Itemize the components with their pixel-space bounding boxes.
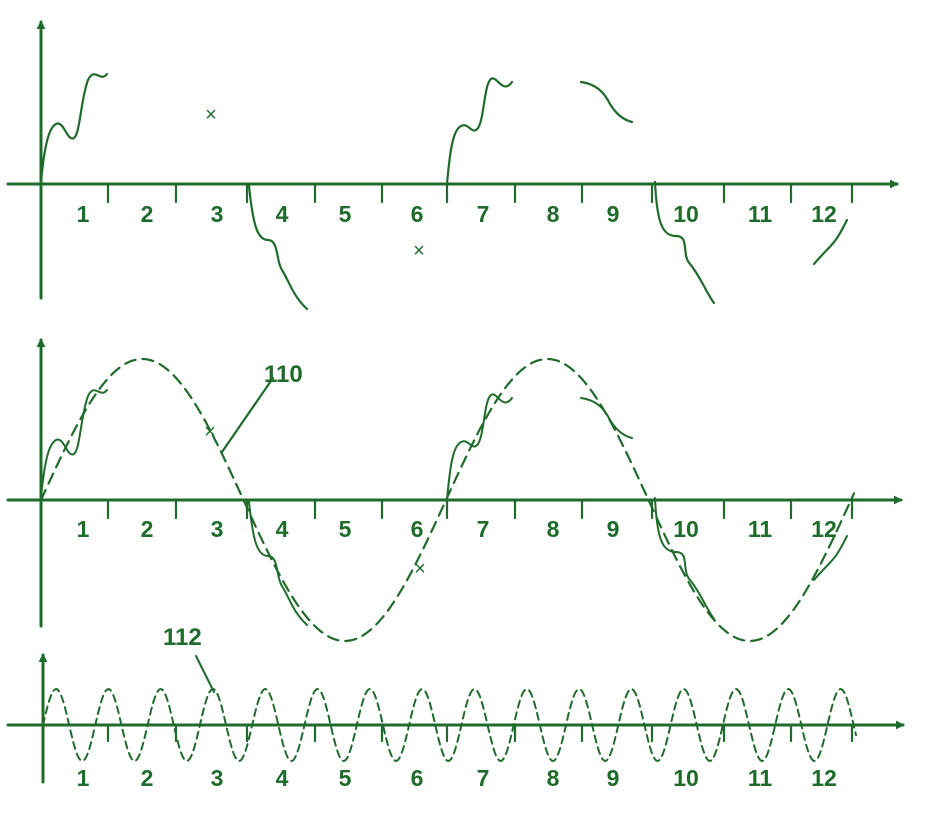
middle-interval-labels: 1 2 3 4 5 6 7 8 9 10 11 12: [77, 516, 837, 542]
reference-label-110: 110: [264, 361, 303, 388]
interval-label-5: 5: [339, 765, 352, 791]
top-signal-segment-7: [445, 77, 514, 186]
middle-signal-segment-7: [446, 393, 513, 501]
interval-label-12: 12: [811, 201, 837, 227]
interval-label-3: 3: [211, 765, 224, 791]
interval-label-6: 6: [411, 201, 424, 227]
interval-label-4: 4: [276, 516, 289, 542]
middle-sample-marker-6: ×: [414, 558, 426, 580]
reference-label-112: 112: [163, 624, 202, 651]
interval-label-2: 2: [141, 516, 154, 542]
interval-label-1: 1: [77, 765, 90, 791]
top-signal-segment-10: [653, 180, 716, 305]
bottom-panel: 1 2 3 4 5 6 7 8 9 10 11 12 112: [6, 624, 905, 791]
interval-label-6: 6: [411, 516, 424, 542]
top-signal-segment-9: [579, 80, 634, 124]
middle-signal-segment-12: [813, 535, 848, 581]
bottom-interval-labels: 1 2 3 4 5 6 7 8 9 10 11 12: [77, 765, 837, 791]
interval-label-1: 1: [77, 516, 90, 542]
top-signal-segment-1: [39, 72, 109, 184]
middle-signal-segment-9: [580, 397, 633, 439]
interval-label-9: 9: [607, 765, 620, 791]
interval-label-8: 8: [547, 765, 560, 791]
interval-label-2: 2: [141, 765, 154, 791]
interval-label-8: 8: [547, 201, 560, 227]
interval-label-5: 5: [339, 201, 352, 227]
middle-signal-segment-1: [40, 389, 108, 499]
interval-label-2: 2: [141, 201, 154, 227]
reference-leader-110: [220, 376, 275, 454]
interval-label-7: 7: [477, 201, 490, 227]
interval-label-10: 10: [673, 516, 699, 542]
top-interval-labels: 1 2 3 4 5 6 7 8 9 10 11 12: [77, 201, 837, 227]
interval-label-7: 7: [477, 516, 490, 542]
interval-label-11: 11: [748, 765, 773, 791]
interval-label-7: 7: [477, 765, 490, 791]
reference-sine-wave-112: [42, 688, 857, 762]
top-signal-segment-12: [812, 218, 849, 266]
interval-label-11: 11: [748, 201, 773, 227]
top-sample-marker-3: ×: [205, 104, 217, 126]
interval-label-1: 1: [77, 201, 90, 227]
interval-label-10: 10: [673, 765, 699, 791]
interval-label-4: 4: [276, 765, 289, 791]
middle-signal-segment-10: [654, 497, 715, 620]
middle-panel: 1 2 3 4 5 6 7 8 9 10 11 12 × × 110: [6, 338, 903, 643]
bottom-axis-ticks: [106, 723, 854, 743]
top-axis-ticks: [106, 182, 854, 204]
interval-label-5: 5: [339, 516, 352, 542]
top-panel: 1 2 3 4 5 6 7 8 9 10 11 12 × ×: [6, 20, 899, 311]
interval-label-11: 11: [748, 516, 773, 542]
middle-axis-ticks: [106, 498, 854, 520]
interval-label-12: 12: [811, 765, 837, 791]
top-sample-marker-6: ×: [413, 240, 425, 262]
interval-label-9: 9: [607, 201, 620, 227]
middle-signal-segment-4: [248, 501, 308, 626]
top-signal-segment-4: [247, 184, 309, 311]
interval-label-6: 6: [411, 765, 424, 791]
interval-label-8: 8: [547, 516, 560, 542]
interval-label-9: 9: [607, 516, 620, 542]
interval-label-4: 4: [276, 201, 289, 227]
interval-label-3: 3: [211, 516, 224, 542]
interval-label-10: 10: [673, 201, 699, 227]
interval-label-3: 3: [211, 201, 224, 227]
reference-leader-112: [195, 655, 215, 693]
middle-sample-marker-3: ×: [204, 421, 216, 443]
